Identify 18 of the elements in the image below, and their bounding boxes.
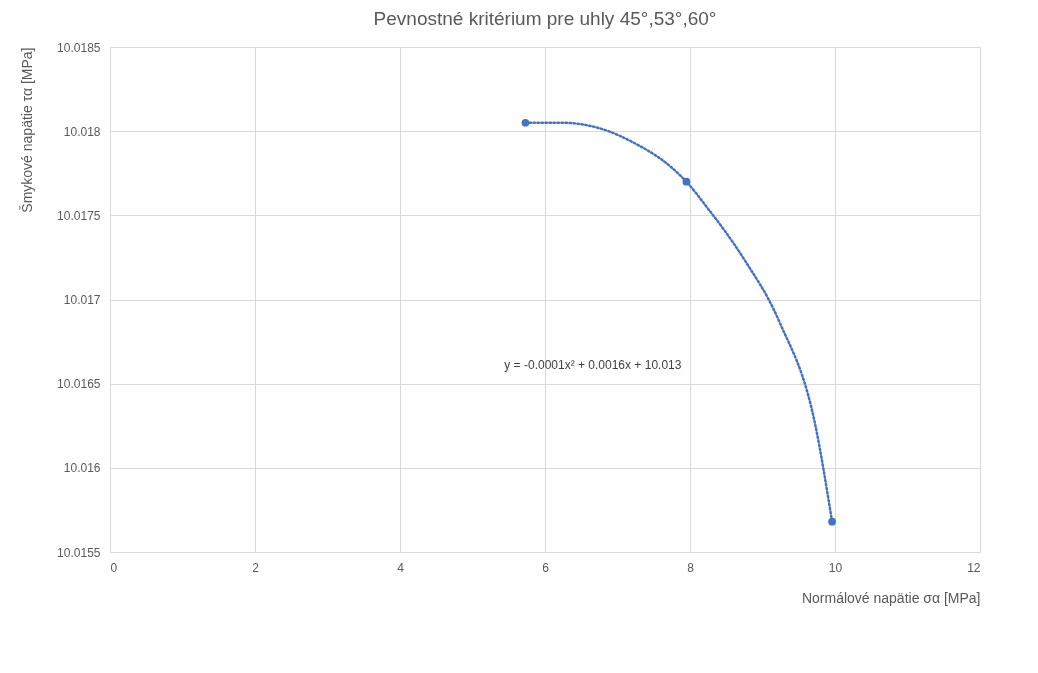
x-tick-label: 10 — [828, 560, 843, 575]
y-tick-label: 10.016 — [63, 461, 101, 476]
y-tick-label: 10.0175 — [57, 208, 101, 223]
y-tick-label: 10.017 — [63, 293, 101, 307]
x-tick-label: 0 — [110, 560, 118, 575]
chart-title: Pevnostné kritérium pre uhly 45°,53°,60° — [373, 8, 717, 29]
x-tick-label: 2 — [252, 560, 260, 575]
x-axis-title: Normálové napätie σα [MPa] — [801, 589, 981, 606]
y-tick-label: 10.0165 — [57, 377, 101, 392]
x-tick-label: 4 — [397, 560, 405, 575]
y-tick-label: 10.018 — [63, 124, 101, 139]
y-tick-label: 10.0155 — [57, 545, 101, 560]
annotation: y = -0.0001x² + 0.0016x + 10.013 — [504, 358, 682, 373]
y-axis-title: Šmykové napätie τα [MPa] — [19, 47, 36, 213]
x-tick-label: 6 — [542, 560, 550, 575]
y-tick-label: 10.0185 — [57, 40, 101, 55]
x-tick-label: 12 — [967, 560, 981, 575]
x-tick-label: 8 — [687, 560, 695, 575]
